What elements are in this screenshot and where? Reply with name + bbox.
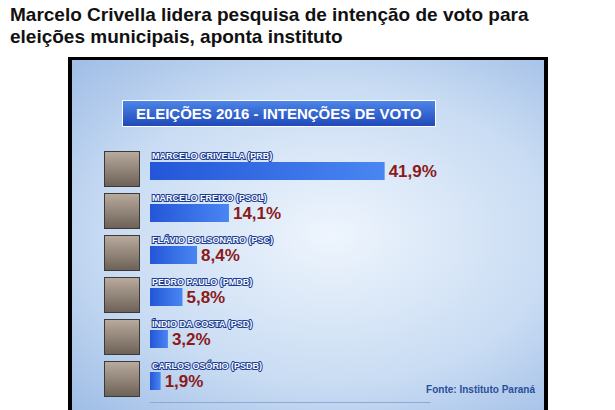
svg-text:CARLOS OSÓRIO (PSDB): CARLOS OSÓRIO (PSDB) (152, 360, 262, 371)
svg-text:ELEIÇÕES 2016 - INTENÇÕES DE V: ELEIÇÕES 2016 - INTENÇÕES DE VOTO (136, 105, 422, 122)
svg-text:1,9%: 1,9% (165, 372, 204, 391)
svg-text:ÍNDIO DA COSTA (PSD): ÍNDIO DA COSTA (PSD) (152, 319, 252, 329)
svg-text:FLÁVIO BOLSONARO (PSC): FLÁVIO BOLSONARO (PSC) (152, 235, 273, 245)
svg-text:5,8%: 5,8% (186, 288, 225, 307)
svg-text:8,4%: 8,4% (201, 246, 240, 265)
svg-text:PEDRO PAULO (PMDB): PEDRO PAULO (PMDB) (152, 277, 252, 287)
svg-text:14,1%: 14,1% (233, 204, 281, 223)
html-text:Marcelo Crivella lidera pesqui: Marcelo Crivella lidera pesquisa de inte… (10, 4, 529, 47)
svg-text:Fonte: Instituto Paraná: Fonte: Instituto Paraná (426, 384, 535, 395)
svg-text:3,2%: 3,2% (172, 330, 211, 349)
svg-text:MARCELO FREIXO (PSOL): MARCELO FREIXO (PSOL) (152, 193, 267, 203)
svg-text:MARCELO CRIVELLA (PRB): MARCELO CRIVELLA (PRB) (152, 151, 272, 161)
svg-text:41,9%: 41,9% (389, 162, 437, 181)
